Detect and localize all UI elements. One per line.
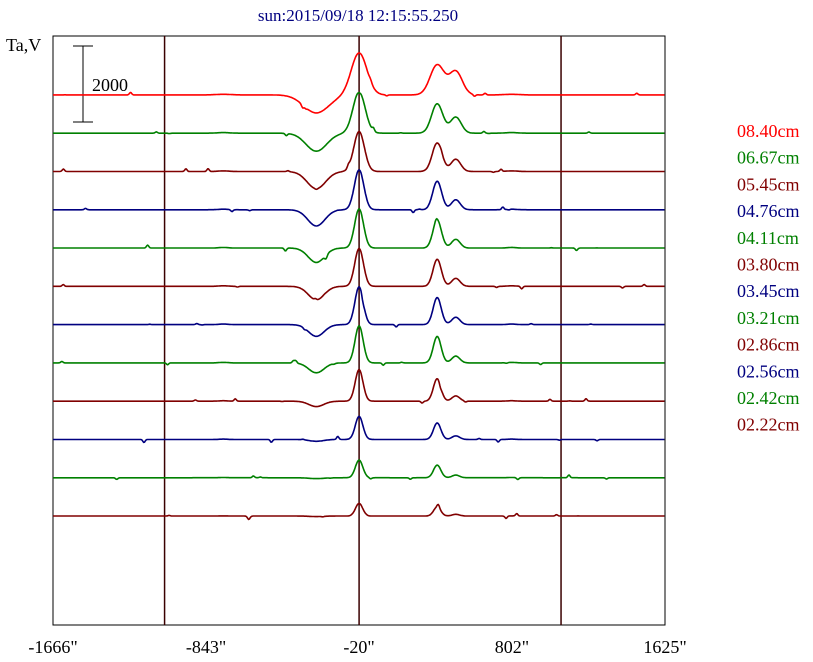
scale-bar: 2000 — [73, 45, 128, 123]
x-tick-label: 802" — [495, 637, 529, 657]
legend-entry: 02.86cm — [737, 335, 800, 355]
scale-bar-label: 2000 — [92, 75, 128, 95]
series-line-05.45cm — [53, 130, 665, 191]
series-line-08.40cm — [53, 52, 665, 114]
series-line-03.45cm — [53, 286, 665, 338]
legend-entry: 02.56cm — [737, 361, 800, 381]
legend-entry: 08.40cm — [737, 121, 800, 141]
x-axis-ticks: -1666" -843" -20" 802" 1625" — [28, 637, 686, 657]
legend-entry: 05.45cm — [737, 174, 800, 194]
series-line-06.67cm — [53, 91, 665, 153]
legend: 08.40cm 06.67cm 05.45cm 04.76cm 04.11cm 03.80… — [737, 121, 800, 435]
series-line-04.11cm — [53, 208, 665, 264]
series-line-02.86cm — [53, 369, 665, 408]
legend-entry: 03.45cm — [737, 281, 800, 301]
x-tick-label: -20" — [343, 637, 374, 657]
legend-entry: 06.67cm — [737, 148, 800, 168]
legend-entry: 04.11cm — [737, 228, 799, 248]
legend-entry: 03.80cm — [737, 255, 800, 275]
legend-entry: 03.21cm — [737, 308, 800, 328]
series-line-03.21cm — [53, 325, 665, 374]
vertical-markers — [163, 36, 562, 625]
chart-title: sun:2015/09/18 12:15:55.250 — [258, 6, 458, 25]
series-line-02.22cm — [53, 502, 665, 521]
legend-entry: 04.76cm — [737, 201, 800, 221]
x-tick-label: 1625" — [643, 637, 686, 657]
x-tick-label: -1666" — [28, 637, 77, 657]
series-traces — [53, 52, 665, 521]
legend-entry: 02.22cm — [737, 415, 800, 435]
x-tick-label: -843" — [186, 637, 226, 657]
series-line-03.80cm — [53, 247, 665, 301]
series-line-02.56cm — [53, 415, 665, 444]
legend-entry: 02.42cm — [737, 388, 800, 408]
series-line-04.76cm — [53, 169, 665, 227]
series-line-02.42cm — [53, 459, 665, 481]
y-axis-label: Ta,V — [6, 35, 41, 55]
